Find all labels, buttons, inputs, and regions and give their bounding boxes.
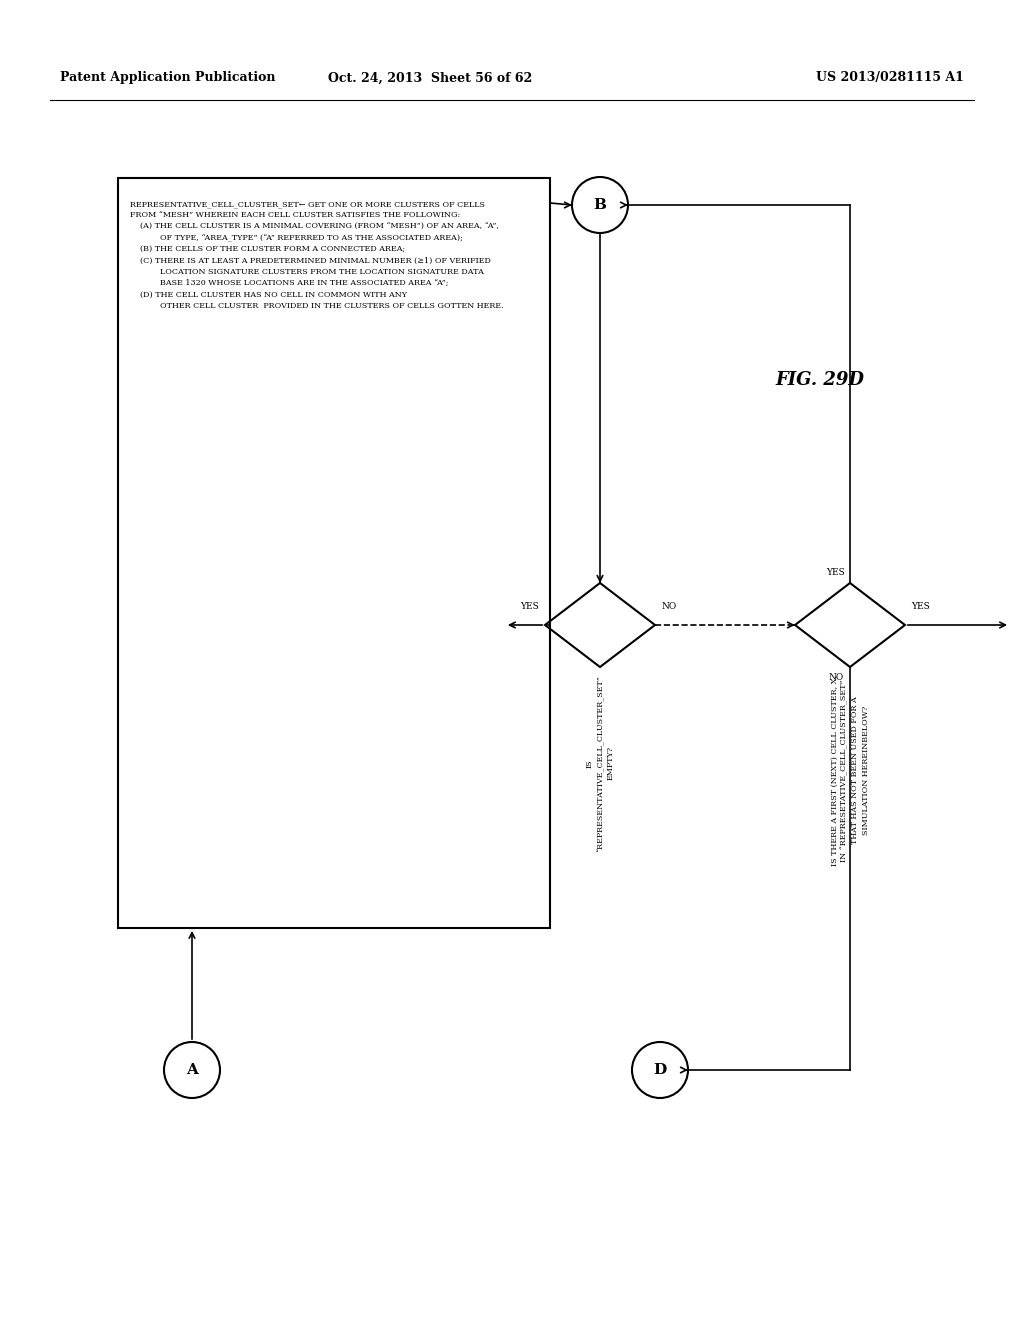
Text: IS THERE A FIRST (NEXT) CELL CLUSTER, X,
IN “REPRESETATIVE_CELL_CLUSTER_SET”
THA: IS THERE A FIRST (NEXT) CELL CLUSTER, X,… [830, 675, 869, 866]
Text: REPRESENTATIVE_CELL_CLUSTER_SET← GET ONE OR MORE CLUSTERS OF CELLS
FROM “MESH” W: REPRESENTATIVE_CELL_CLUSTER_SET← GET ONE… [130, 201, 504, 310]
Text: FIG. 29D: FIG. 29D [775, 371, 864, 389]
Text: NO: NO [828, 673, 844, 682]
Text: YES: YES [826, 568, 846, 577]
Text: IS
“REPRESENTATIVE_CELL_CLUSTER_SET”
EMPTY?: IS “REPRESENTATIVE_CELL_CLUSTER_SET” EMP… [586, 675, 614, 851]
Text: NO: NO [662, 602, 676, 611]
Text: US 2013/0281115 A1: US 2013/0281115 A1 [816, 71, 964, 84]
Text: Patent Application Publication: Patent Application Publication [60, 71, 275, 84]
Text: YES: YES [520, 602, 539, 611]
Text: Oct. 24, 2013  Sheet 56 of 62: Oct. 24, 2013 Sheet 56 of 62 [328, 71, 532, 84]
Text: B: B [594, 198, 606, 213]
Text: YES: YES [911, 602, 930, 611]
Text: A: A [186, 1063, 198, 1077]
Bar [118, 178, 550, 928]
Text: D: D [653, 1063, 667, 1077]
